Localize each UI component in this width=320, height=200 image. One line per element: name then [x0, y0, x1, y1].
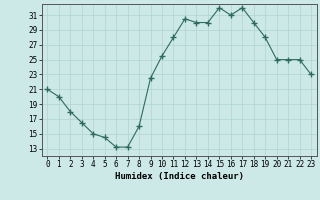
X-axis label: Humidex (Indice chaleur): Humidex (Indice chaleur): [115, 172, 244, 181]
